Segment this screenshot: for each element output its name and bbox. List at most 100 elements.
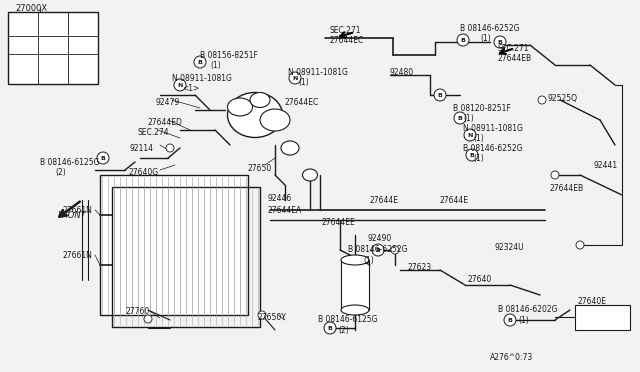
Text: B: B <box>328 326 332 330</box>
Ellipse shape <box>303 169 317 181</box>
Bar <box>575 305 630 330</box>
Circle shape <box>258 311 266 319</box>
Text: FRONT: FRONT <box>58 211 87 219</box>
Ellipse shape <box>341 255 369 265</box>
Text: 27644EE: 27644EE <box>322 218 356 227</box>
Text: (2): (2) <box>338 326 349 334</box>
Text: 27644EC: 27644EC <box>330 35 364 45</box>
Text: A276^0:73: A276^0:73 <box>490 353 533 362</box>
Circle shape <box>494 36 506 48</box>
Text: SEC.271: SEC.271 <box>498 44 529 52</box>
Circle shape <box>506 316 514 324</box>
Circle shape <box>174 79 186 91</box>
Text: B: B <box>100 155 106 160</box>
Circle shape <box>326 324 334 332</box>
Text: B: B <box>458 115 463 121</box>
Text: 27000X: 27000X <box>15 3 47 13</box>
Text: 27640: 27640 <box>468 276 492 285</box>
Text: B: B <box>461 38 465 42</box>
Text: (1): (1) <box>473 154 484 163</box>
Text: B 08120-8251F: B 08120-8251F <box>453 103 511 112</box>
Text: 27650: 27650 <box>248 164 272 173</box>
Text: 27644ED: 27644ED <box>148 118 183 126</box>
Text: N: N <box>177 83 182 87</box>
Text: B 08146-6252G: B 08146-6252G <box>460 23 520 32</box>
Circle shape <box>454 112 466 124</box>
Ellipse shape <box>260 109 290 131</box>
Text: 92324U: 92324U <box>495 244 525 253</box>
Text: 27640G: 27640G <box>128 167 158 176</box>
Text: 92479: 92479 <box>155 97 179 106</box>
Text: B: B <box>497 39 502 45</box>
Circle shape <box>97 152 109 164</box>
Circle shape <box>457 34 469 46</box>
Circle shape <box>576 241 584 249</box>
Text: SEC.271: SEC.271 <box>330 26 362 35</box>
Text: (1): (1) <box>363 256 374 264</box>
Text: (1): (1) <box>480 33 491 42</box>
Text: 27644EB: 27644EB <box>498 54 532 62</box>
Text: 27650Y: 27650Y <box>258 314 287 323</box>
Text: (1): (1) <box>518 315 529 324</box>
Text: 27644EC: 27644EC <box>285 97 319 106</box>
Text: 27661N: 27661N <box>62 250 92 260</box>
Circle shape <box>372 244 384 256</box>
Ellipse shape <box>250 93 270 108</box>
Text: B: B <box>438 93 442 97</box>
Text: 92441: 92441 <box>594 160 618 170</box>
Text: 27644E: 27644E <box>370 196 399 205</box>
Circle shape <box>289 72 301 84</box>
Circle shape <box>194 56 206 68</box>
Circle shape <box>391 246 399 254</box>
Text: 92525Q: 92525Q <box>548 93 578 103</box>
Text: 27760: 27760 <box>125 308 149 317</box>
Ellipse shape <box>227 93 282 138</box>
Text: 92490: 92490 <box>368 234 392 243</box>
Text: N 08911-1081G: N 08911-1081G <box>172 74 232 83</box>
Text: B 08146-6252G: B 08146-6252G <box>348 246 408 254</box>
Circle shape <box>551 171 559 179</box>
Text: B: B <box>470 153 474 157</box>
Circle shape <box>434 89 446 101</box>
Bar <box>100 175 248 315</box>
Circle shape <box>166 144 174 152</box>
Text: B 08146-6252G: B 08146-6252G <box>463 144 522 153</box>
Text: 27644EA: 27644EA <box>268 205 302 215</box>
Text: N: N <box>292 76 298 80</box>
Text: B: B <box>198 60 202 64</box>
Text: 27623: 27623 <box>408 263 432 273</box>
Ellipse shape <box>281 141 299 155</box>
Text: 92446: 92446 <box>268 193 292 202</box>
Ellipse shape <box>227 98 253 116</box>
Text: <1>: <1> <box>182 83 199 93</box>
Text: B: B <box>376 247 380 253</box>
Text: 27640E: 27640E <box>578 298 607 307</box>
Text: B 08146-6125G: B 08146-6125G <box>40 157 99 167</box>
Text: (1): (1) <box>473 134 484 142</box>
Circle shape <box>144 315 152 323</box>
Text: N 08911-1081G: N 08911-1081G <box>288 67 348 77</box>
Text: (1): (1) <box>210 61 221 70</box>
Text: 92480: 92480 <box>390 67 414 77</box>
Ellipse shape <box>341 305 369 315</box>
Circle shape <box>466 149 478 161</box>
Bar <box>341 260 369 310</box>
Text: 27661N: 27661N <box>62 205 92 215</box>
Text: B: B <box>508 317 513 323</box>
Bar <box>112 187 260 327</box>
Text: (1): (1) <box>298 77 308 87</box>
Text: B 08156-8251F: B 08156-8251F <box>200 51 258 60</box>
Circle shape <box>504 314 516 326</box>
Text: 27644EB: 27644EB <box>550 183 584 192</box>
Circle shape <box>538 96 546 104</box>
Text: N: N <box>467 132 473 138</box>
Bar <box>8 12 98 84</box>
Circle shape <box>324 322 336 334</box>
Circle shape <box>464 129 476 141</box>
Text: 92114: 92114 <box>130 144 154 153</box>
Text: B 08146-6125G: B 08146-6125G <box>318 315 378 324</box>
Text: B 08146-6202G: B 08146-6202G <box>498 305 557 314</box>
Text: 27644E: 27644E <box>440 196 469 205</box>
Text: (1): (1) <box>463 113 474 122</box>
Text: N 08911-1081G: N 08911-1081G <box>463 124 523 132</box>
